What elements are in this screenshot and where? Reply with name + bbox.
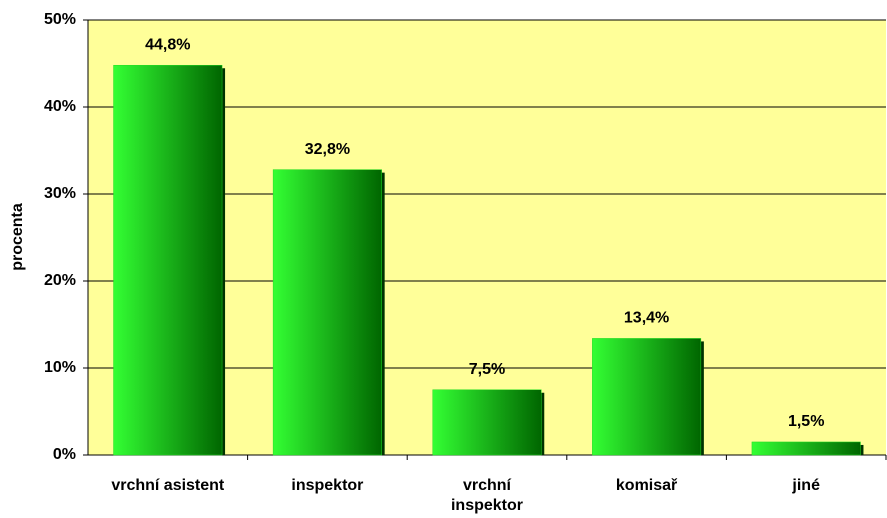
y-tick-label: 50%	[44, 11, 76, 28]
bar	[592, 338, 702, 456]
y-tick-label: 40%	[44, 98, 76, 115]
y-tick-label: 0%	[53, 446, 76, 463]
bar	[432, 389, 542, 456]
x-tick-label: vrchní asistent	[111, 477, 225, 494]
y-tick-label: 10%	[44, 359, 76, 376]
x-tick-label: jiné	[792, 477, 820, 494]
x-tick-label: inspektor	[291, 477, 364, 494]
value-label: 13,4%	[624, 310, 669, 327]
bar	[751, 441, 861, 456]
bar	[113, 64, 223, 456]
bar	[272, 169, 382, 456]
x-tick-label: vrchní inspektor	[450, 477, 523, 514]
value-label: 1,5%	[788, 413, 824, 430]
value-label: 7,5%	[469, 361, 505, 378]
y-axis-title: procenta	[9, 203, 26, 271]
y-tick-label: 20%	[44, 272, 76, 289]
x-tick-label: komisař	[615, 477, 678, 494]
y-tick-label: 30%	[44, 185, 76, 202]
value-label: 44,8%	[145, 36, 190, 53]
value-label: 32,8%	[305, 141, 350, 158]
